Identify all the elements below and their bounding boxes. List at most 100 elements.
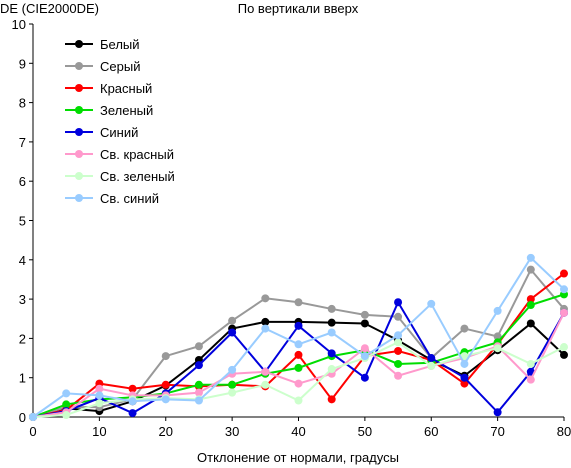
legend-label: Синий: [100, 125, 138, 140]
y-tick-label: 3: [19, 292, 26, 307]
data-point: [560, 350, 568, 359]
data-point: [228, 365, 237, 374]
data-point: [194, 396, 203, 405]
legend-swatch-marker: [75, 62, 83, 70]
x-tick-label: 70: [490, 424, 504, 439]
legend-swatch-marker: [75, 84, 83, 92]
data-point: [394, 331, 403, 340]
data-point: [427, 361, 436, 370]
y-tick-label: 7: [19, 135, 26, 150]
data-point: [228, 328, 237, 337]
data-point: [294, 396, 303, 405]
data-point: [560, 343, 568, 352]
data-point: [327, 328, 336, 337]
legend-label: Св. синий: [100, 191, 159, 206]
data-point: [228, 388, 237, 397]
data-point: [327, 349, 336, 358]
chart-title: По вертикали вверх: [238, 1, 359, 16]
x-tick-label: 20: [159, 424, 173, 439]
legend-item: Зеленый: [65, 103, 153, 118]
y-tick-label: 5: [19, 214, 26, 229]
data-point: [493, 344, 502, 353]
data-point: [194, 380, 203, 389]
legend-swatch-marker: [75, 128, 83, 136]
data-point: [394, 312, 403, 321]
legend-item: Серый: [65, 59, 140, 74]
data-point: [95, 391, 104, 400]
data-point: [228, 380, 237, 389]
data-point: [360, 344, 369, 353]
legend-swatch-marker: [75, 172, 83, 180]
data-point: [95, 384, 104, 393]
data-point: [194, 361, 203, 370]
data-point: [427, 299, 436, 308]
y-tick-label: 4: [19, 253, 26, 268]
series-line: [32, 256, 565, 418]
data-point: [29, 413, 37, 421]
data-point: [394, 371, 403, 380]
x-tick-label: 80: [557, 424, 571, 439]
data-point: [128, 409, 137, 418]
data-point: [526, 300, 535, 309]
y-tick-label: 9: [19, 56, 26, 71]
series-layer: [29, 253, 568, 421]
data-point: [294, 321, 303, 330]
legend-swatch-marker: [75, 106, 83, 114]
y-tick-label: 8: [19, 96, 26, 111]
data-point: [62, 389, 71, 398]
legend-label: Красный: [100, 81, 152, 96]
legend-label: Св. зеленый: [100, 169, 175, 184]
data-point: [261, 324, 270, 333]
data-point: [161, 395, 170, 404]
data-point: [294, 340, 303, 349]
y-tick-label: 6: [19, 174, 26, 189]
data-point: [327, 318, 336, 327]
data-point: [261, 317, 270, 326]
series-7: [29, 338, 568, 421]
data-point: [360, 352, 369, 361]
data-point: [261, 294, 270, 303]
data-point: [427, 354, 436, 363]
legend-label: Зеленый: [100, 103, 153, 118]
data-point: [460, 359, 469, 368]
data-point: [526, 265, 535, 274]
data-point: [327, 365, 336, 374]
data-point: [294, 350, 303, 359]
data-point: [493, 408, 502, 417]
data-point: [161, 380, 170, 389]
data-point: [261, 367, 270, 376]
legend-label: Серый: [100, 59, 140, 74]
legend-item: Красный: [65, 81, 152, 96]
data-point: [294, 298, 303, 307]
data-point: [261, 380, 270, 389]
legend-swatch-marker: [75, 40, 83, 48]
x-tick-label: 10: [92, 424, 106, 439]
data-point: [526, 295, 535, 304]
y-tick-label: 1: [19, 371, 26, 386]
data-point: [394, 359, 403, 368]
data-point: [360, 319, 369, 328]
data-point: [360, 373, 369, 382]
data-point: [394, 346, 403, 355]
data-point: [294, 379, 303, 388]
data-point: [493, 306, 502, 315]
legend-item: Св. синий: [65, 191, 159, 206]
data-point: [460, 373, 469, 382]
data-point: [360, 310, 369, 319]
data-point: [194, 388, 203, 397]
data-point: [161, 352, 170, 361]
legend-swatch-marker: [75, 150, 83, 158]
data-point: [526, 319, 535, 328]
data-point: [460, 352, 469, 361]
legend-item: Св. зеленый: [65, 169, 175, 184]
legend: Белый Серый Красный Зеленый Синий Св. красный…: [65, 37, 175, 206]
data-point: [394, 298, 403, 307]
legend-item: Белый: [65, 37, 140, 52]
y-tick-label: 0: [19, 410, 26, 425]
legend-item: Синий: [65, 125, 138, 140]
legend-swatch-marker: [75, 194, 83, 202]
data-point: [460, 379, 469, 388]
data-point: [493, 332, 502, 341]
axes: 0 1 2 3 4 5 6 7 8 9 10 0 10 20 30 40 50 60 70 80: [12, 17, 571, 439]
